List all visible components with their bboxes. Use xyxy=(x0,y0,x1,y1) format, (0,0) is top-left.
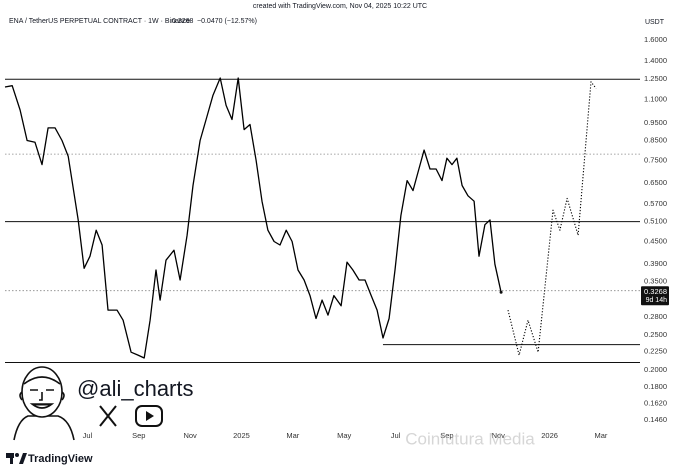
youtube-icon[interactable] xyxy=(135,405,163,427)
handle: @ali_charts xyxy=(77,376,194,401)
y-tick-label: 0.2500 xyxy=(644,330,667,339)
y-tick-label: 1.2500 xyxy=(644,74,667,83)
x-tick-label: Sep xyxy=(132,431,145,440)
x-tick-label: Nov xyxy=(492,431,506,440)
symbol: ENA / TetherUS PERPETUAL CONTRACT · 1W ·… xyxy=(9,18,190,25)
y-tick-label: 0.1460 xyxy=(644,415,667,424)
avatar xyxy=(13,366,75,441)
y-tick-label: 0.7500 xyxy=(644,155,667,164)
x-icon[interactable] xyxy=(99,405,117,427)
y-tick-label: 0.2800 xyxy=(644,312,667,321)
x-tick-label: Nov xyxy=(183,431,197,440)
x-tick-label: Jul xyxy=(83,431,93,440)
y-tick-label: 0.8500 xyxy=(644,135,667,144)
unit: USDT xyxy=(645,19,665,26)
change: −0.0470 (−12.57%) xyxy=(197,18,257,25)
plot: 1.6000 1.4000 1.2500 1.1000 0.9500 0.8500 0.75… xyxy=(4,35,669,440)
x-tick-label: May xyxy=(337,431,351,440)
y-tick-label: 0.2000 xyxy=(644,365,667,374)
y-tick-label: 0.1620 xyxy=(644,399,667,408)
y-tick-label: 1.4000 xyxy=(644,56,667,65)
y-tick-label: 1.1000 xyxy=(644,95,667,104)
created-note: created with TradingView.com, Nov 04, 20… xyxy=(253,3,427,10)
y-tick-label: 0.3500 xyxy=(644,276,667,285)
x-tick-label: Mar xyxy=(286,431,299,440)
y-tick-label: 0.5100 xyxy=(644,217,667,226)
x-tick-label: 2025 xyxy=(233,431,250,440)
y-tick-label: 1.6000 xyxy=(644,35,667,44)
y-tick-label: 0.1800 xyxy=(644,382,667,391)
watermark: Coinfutura Media xyxy=(405,429,535,448)
x-tick-label: 2026 xyxy=(541,431,558,440)
tv-logo xyxy=(6,453,27,464)
y-tick-label: 0.9500 xyxy=(644,118,667,127)
footer xyxy=(0,446,680,472)
y-tick-label: 0.6500 xyxy=(644,178,667,187)
last-point xyxy=(499,290,503,294)
x-tick-label: Jul xyxy=(391,431,401,440)
x-tick-label: Sep xyxy=(440,431,453,440)
price: 0.3268 xyxy=(172,18,194,25)
y-tick-label: 0.3900 xyxy=(644,259,667,268)
price-box xyxy=(641,286,669,306)
y-tick-label: 0.5700 xyxy=(644,199,667,208)
logo-text: TradingView xyxy=(28,453,93,465)
x-tick-label: Mar xyxy=(595,431,608,440)
countdown: 9d 14h xyxy=(646,297,668,304)
price-line xyxy=(4,77,502,359)
y-tick-label: 0.2250 xyxy=(644,347,667,356)
y-tick-label: 0.4500 xyxy=(644,236,667,245)
price-label: 0.3268 xyxy=(644,287,667,296)
